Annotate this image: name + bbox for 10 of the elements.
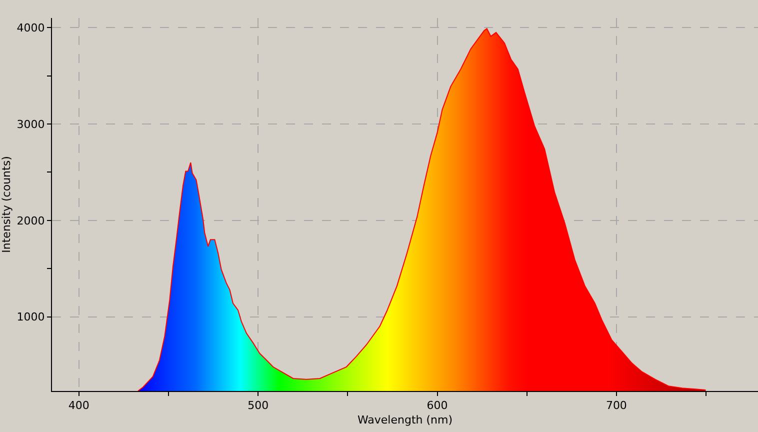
y-tick-label: 1000	[16, 310, 45, 324]
x-tick-label: 700	[606, 399, 627, 412]
y-tick-label: 2000	[16, 214, 45, 228]
y-tick-label: 3000	[16, 118, 45, 131]
x-tick-label: 500	[248, 399, 269, 412]
x-axis-title: Wavelength (nm)	[357, 413, 453, 426]
y-axis-title: Intensity (counts)	[0, 156, 13, 253]
y-tick-label: 4000	[16, 21, 45, 34]
x-tick-label: 600	[426, 399, 448, 412]
x-tick-label: 400	[68, 399, 90, 412]
